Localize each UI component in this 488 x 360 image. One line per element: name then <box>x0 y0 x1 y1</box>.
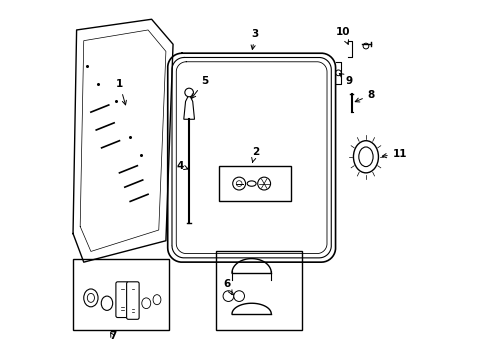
Text: 6: 6 <box>223 279 232 295</box>
Text: 5: 5 <box>191 76 208 98</box>
FancyBboxPatch shape <box>73 258 169 330</box>
Text: 2: 2 <box>251 147 258 162</box>
Text: 3: 3 <box>250 29 258 49</box>
Text: 4: 4 <box>176 161 188 171</box>
Text: 8: 8 <box>354 90 374 102</box>
Circle shape <box>184 88 193 97</box>
Polygon shape <box>183 94 194 119</box>
Circle shape <box>223 291 233 301</box>
Ellipse shape <box>353 141 378 173</box>
Text: 11: 11 <box>382 149 407 159</box>
Ellipse shape <box>358 147 372 167</box>
Text: 10: 10 <box>335 27 349 44</box>
FancyBboxPatch shape <box>126 282 139 319</box>
Text: 7: 7 <box>108 331 116 341</box>
Text: 1: 1 <box>116 79 126 105</box>
FancyBboxPatch shape <box>216 251 301 330</box>
Circle shape <box>233 291 244 301</box>
Text: 9: 9 <box>339 73 352 86</box>
FancyBboxPatch shape <box>116 282 128 318</box>
Circle shape <box>363 43 368 49</box>
FancyBboxPatch shape <box>219 166 290 202</box>
Circle shape <box>335 70 341 76</box>
